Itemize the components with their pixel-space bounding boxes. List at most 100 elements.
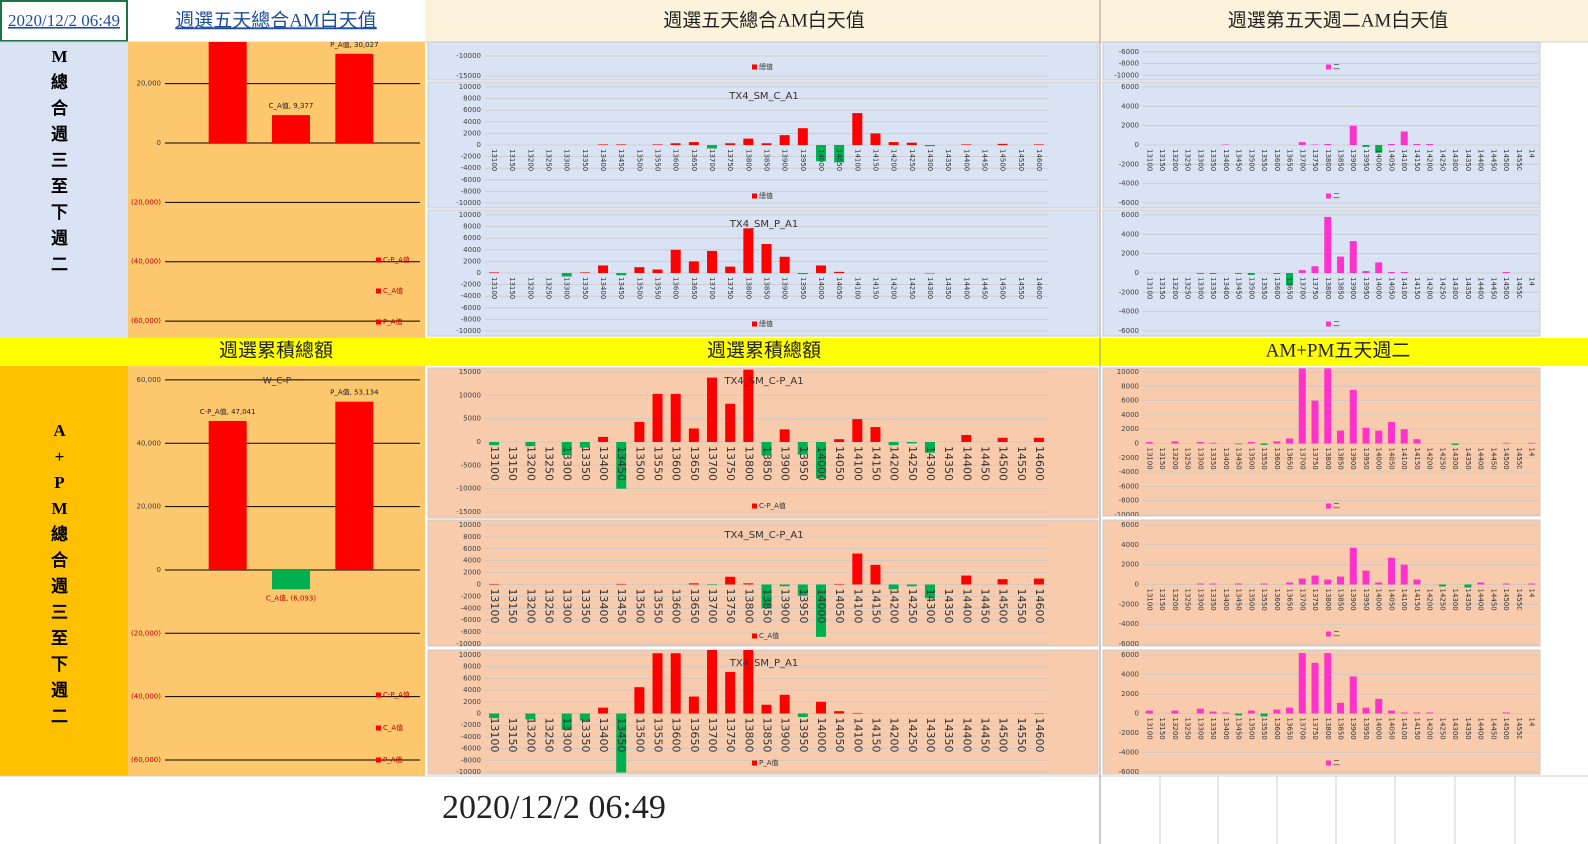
x-tick-label: 13950 bbox=[1362, 448, 1370, 470]
x-tick-label: 14600 bbox=[1528, 448, 1536, 470]
legend-swatch bbox=[376, 288, 381, 294]
x-tick-label: 14550 bbox=[1015, 589, 1028, 624]
x-tick-label: 13850 bbox=[761, 718, 774, 753]
x-tick-label: 14450 bbox=[1489, 589, 1497, 611]
x-tick-label: 14000 bbox=[1375, 448, 1383, 470]
bar bbox=[815, 584, 826, 637]
x-tick-label: 13900 bbox=[779, 589, 792, 624]
legend-swatch bbox=[376, 319, 381, 325]
y-tick-label: 2000 bbox=[1121, 425, 1139, 433]
timestamp-link[interactable]: 2020/12/2 06:49 bbox=[8, 11, 120, 30]
x-tick-label: 13100 bbox=[488, 589, 501, 624]
bar bbox=[1387, 710, 1395, 714]
bar bbox=[870, 133, 881, 145]
x-tick-label: 14500 bbox=[1502, 718, 1510, 740]
x-tick-label: 13200 bbox=[524, 589, 537, 624]
x-tick-label: 14400 bbox=[962, 149, 970, 171]
x-tick-label: 14050 bbox=[1387, 149, 1395, 171]
bar bbox=[1375, 582, 1383, 585]
x-tick-label: 13950 bbox=[1362, 718, 1370, 740]
bar bbox=[1400, 272, 1408, 273]
legend-label: 二 bbox=[1333, 630, 1340, 638]
bar bbox=[725, 576, 736, 585]
y-tick-label: -2000 bbox=[1119, 160, 1139, 168]
x-tick-label: 13550 bbox=[1260, 149, 1268, 171]
bar bbox=[1349, 547, 1357, 585]
x-tick-label: 14200 bbox=[890, 277, 898, 299]
y-tick-label: 4000 bbox=[463, 118, 481, 126]
legend-label: 二 bbox=[1333, 320, 1340, 328]
x-tick-label: 13900 bbox=[1349, 448, 1357, 470]
y-tick-label: 6000 bbox=[1121, 83, 1139, 91]
side-bg bbox=[0, 42, 128, 338]
bar bbox=[208, 420, 247, 570]
x-tick-label: 14400 bbox=[1477, 448, 1485, 470]
x-tick-label: 13250 bbox=[543, 446, 556, 481]
bar bbox=[1033, 144, 1044, 145]
data-label: P_A值, 30,027 bbox=[330, 40, 378, 49]
x-tick-label: 13950 bbox=[1362, 149, 1370, 171]
y-tick-label: -8000 bbox=[461, 315, 481, 323]
y-tick-label: -10000 bbox=[1114, 71, 1139, 79]
y-tick-label: 6000 bbox=[1121, 211, 1139, 219]
x-tick-label: 14600 bbox=[1528, 589, 1536, 611]
bar bbox=[997, 579, 1008, 585]
x-tick-label: 14550 bbox=[1515, 718, 1523, 740]
y-tick-label: -10000 bbox=[456, 768, 481, 776]
y-tick-label: 0 bbox=[157, 566, 161, 574]
bar bbox=[707, 145, 718, 149]
bar bbox=[906, 442, 917, 444]
y-tick-label: 6000 bbox=[463, 234, 481, 242]
x-tick-label: 14050 bbox=[1387, 589, 1395, 611]
x-tick-label: 13750 bbox=[726, 277, 734, 299]
x-tick-label: 13900 bbox=[781, 277, 789, 299]
x-tick-label: 14200 bbox=[1426, 277, 1434, 299]
x-tick-label: 14200 bbox=[1426, 448, 1434, 470]
bar bbox=[598, 707, 609, 714]
bar bbox=[561, 713, 572, 730]
x-tick-label: 14450 bbox=[1489, 149, 1497, 171]
legend-swatch bbox=[1326, 503, 1331, 509]
bar bbox=[1311, 575, 1319, 585]
bar bbox=[797, 584, 808, 596]
legend-label: 二 bbox=[1333, 192, 1340, 200]
x-tick-label: 14000 bbox=[815, 446, 828, 481]
header-link[interactable]: 週選五天總合AM白天值 bbox=[175, 9, 377, 31]
y-tick-label: 0 bbox=[1135, 440, 1139, 448]
y-tick-label: -6000 bbox=[461, 304, 481, 312]
bar bbox=[761, 584, 772, 609]
bar bbox=[670, 143, 681, 145]
bar bbox=[579, 713, 590, 721]
legend-label: 總值 bbox=[759, 319, 773, 328]
x-tick-label: 13350 bbox=[1209, 277, 1217, 299]
y-tick-label: 0 bbox=[477, 710, 481, 718]
x-tick-label: 13100 bbox=[490, 277, 498, 299]
y-tick-label: -2000 bbox=[461, 281, 481, 289]
bar bbox=[1387, 557, 1395, 585]
bar bbox=[1145, 710, 1153, 714]
bar bbox=[1171, 441, 1179, 444]
x-tick-label: 14150 bbox=[1413, 448, 1421, 470]
x-tick-label: 14600 bbox=[1033, 718, 1046, 753]
x-tick-label: 14050 bbox=[1387, 277, 1395, 299]
data-label: P_A值, 53,134 bbox=[330, 388, 379, 397]
x-tick-label: 13650 bbox=[688, 589, 701, 624]
y-tick-label: 60,000 bbox=[137, 376, 162, 384]
x-tick-label: 13400 bbox=[1222, 718, 1230, 740]
x-tick-label: 13450 bbox=[617, 149, 625, 171]
y-tick-label: 0 bbox=[1135, 269, 1139, 277]
y-tick-label: 4000 bbox=[1121, 671, 1139, 679]
bar bbox=[779, 584, 790, 587]
x-tick-label: 14100 bbox=[1400, 277, 1408, 299]
bar bbox=[1247, 273, 1255, 275]
x-tick-label: 13350 bbox=[581, 277, 589, 299]
x-tick-label: 13450 bbox=[617, 277, 625, 299]
x-tick-label: 14350 bbox=[942, 718, 955, 753]
chart-panel bbox=[1102, 367, 1541, 517]
bar bbox=[1502, 712, 1510, 714]
bar bbox=[1298, 142, 1306, 145]
y-tick-label: 10000 bbox=[459, 391, 481, 399]
x-tick-label: 13400 bbox=[1222, 448, 1230, 470]
x-tick-label: 13350 bbox=[579, 589, 592, 624]
x-tick-label: 14600 bbox=[1528, 277, 1536, 299]
